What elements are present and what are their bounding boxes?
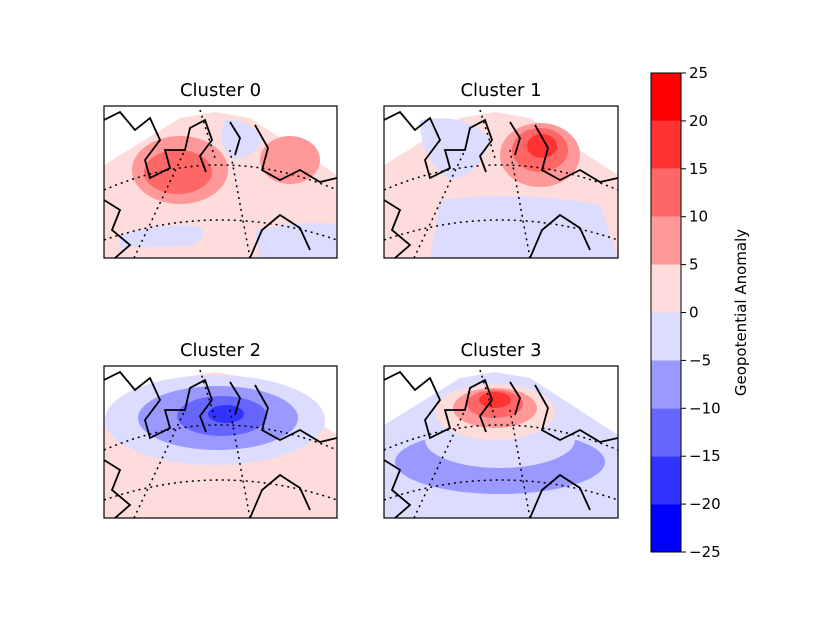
panel-cluster-1: Cluster 1 — [383, 80, 619, 259]
anomaly-negative-weak — [120, 225, 204, 248]
map-cluster-0 — [104, 106, 337, 258]
map-frame — [103, 365, 338, 519]
colorbar-segment — [651, 120, 681, 169]
map-cluster-1 — [384, 106, 618, 258]
map-frame — [383, 105, 619, 259]
map-frame — [103, 105, 338, 259]
colorbar-tick-label: 15 — [689, 160, 708, 178]
coastlines — [104, 110, 337, 258]
anomaly-positive-10 — [144, 150, 212, 194]
anomaly-positive-15 — [527, 134, 557, 158]
colorbar-tick-label: 10 — [689, 208, 708, 226]
colorbar-tick-label: 0 — [689, 304, 699, 322]
colorbar-segment — [651, 456, 681, 505]
anomaly-positive-15 — [479, 392, 511, 408]
panel-cluster-3: Cluster 3 — [383, 340, 619, 519]
map-frame — [383, 365, 619, 519]
colorbar-segment — [651, 360, 681, 409]
colorbar-tick-label: −15 — [689, 447, 721, 465]
panel-cluster-2: Cluster 2 — [103, 340, 338, 519]
colorbar-tick-label: 20 — [689, 112, 708, 130]
colorbar: −25 −20 −15 −10 −5 0 5 10 15 20 25 — [651, 64, 721, 561]
colorbar-tick-label: −20 — [689, 495, 721, 513]
coastlines — [104, 370, 337, 518]
colorbar-tick-label: −25 — [689, 543, 721, 561]
colorbar-tick-label: 5 — [689, 256, 699, 274]
colorbar-segment — [651, 504, 681, 552]
panel-title-cluster-3: Cluster 3 — [460, 340, 541, 361]
colorbar-segment — [651, 312, 681, 361]
colorbar-segment — [651, 168, 681, 217]
coastlines — [384, 110, 618, 258]
panel-cluster-0: Cluster 0 — [103, 80, 338, 259]
colorbar-tick-label: 25 — [689, 64, 708, 82]
colorbar-segment — [651, 216, 681, 265]
colorbar-label: Geopotential Anomaly — [732, 229, 750, 396]
colorbar-segment — [651, 408, 681, 457]
colorbar-segment — [651, 73, 681, 121]
colorbar-frame — [650, 72, 682, 553]
panel-title-cluster-1: Cluster 1 — [460, 80, 541, 101]
colorbar-tick-label: −10 — [689, 399, 721, 417]
colorbar-tick-label: −5 — [689, 351, 711, 369]
colorbar-segment — [651, 264, 681, 313]
panel-title-cluster-0: Cluster 0 — [180, 80, 261, 101]
panel-title-cluster-2: Cluster 2 — [180, 340, 261, 361]
map-cluster-3 — [384, 366, 618, 518]
anomaly-negative-15 — [208, 405, 244, 423]
coastlines — [384, 370, 618, 518]
anomaly-negative-weak — [255, 222, 337, 258]
anomaly-negative-weak — [221, 119, 262, 159]
map-cluster-2 — [104, 366, 337, 518]
